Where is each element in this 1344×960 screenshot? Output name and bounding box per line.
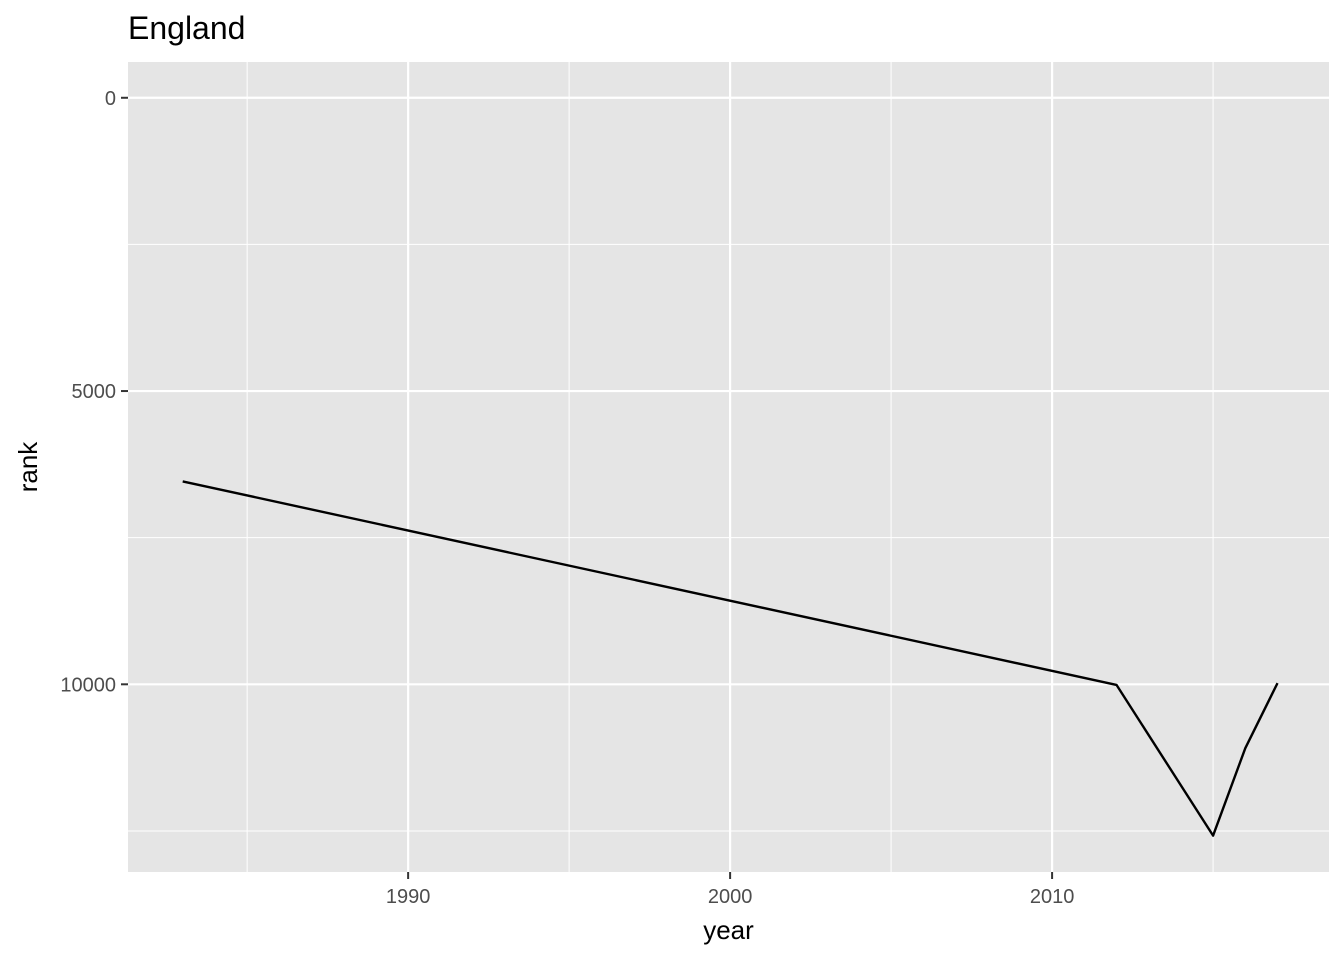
x-tick-label: 2010 (1030, 886, 1075, 908)
y-tick-label: 5000 (72, 381, 117, 403)
x-tick-label: 1990 (386, 886, 431, 908)
plot-panel (128, 62, 1329, 872)
minor-gridlines (128, 62, 1329, 872)
x-axis-title: year (703, 915, 754, 945)
series-layer (182, 480, 1279, 837)
chart-title: England (128, 10, 245, 46)
series-line-0 (182, 480, 1279, 837)
x-axis: 1990 2000 2010 (386, 872, 1074, 908)
y-tick-label: 0 (105, 88, 116, 110)
x-tick-label: 2000 (708, 886, 753, 908)
y-axis-title: rank (13, 441, 43, 493)
y-axis: 0 5000 10000 (60, 88, 128, 696)
y-tick-label: 10000 (60, 674, 116, 696)
major-gridlines (128, 62, 1329, 872)
